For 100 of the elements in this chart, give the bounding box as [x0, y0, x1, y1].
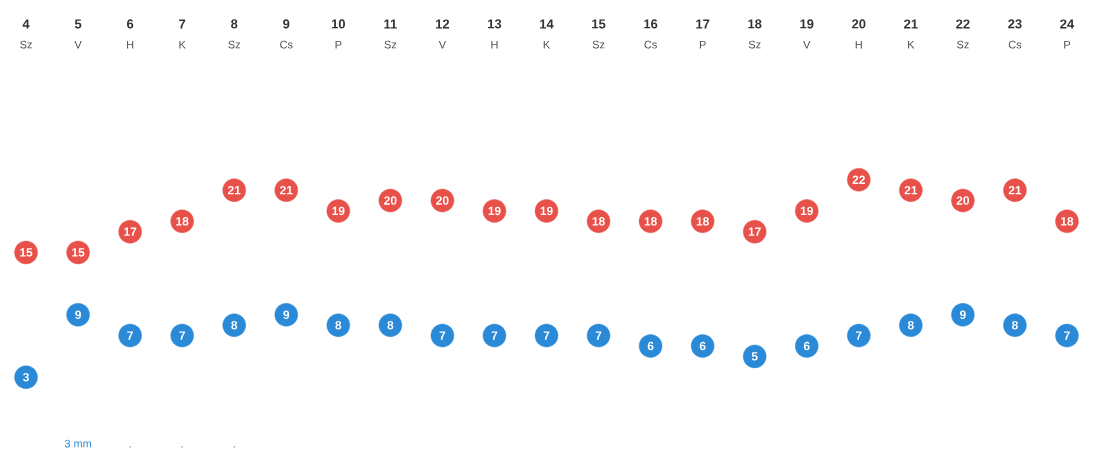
point — [14, 365, 38, 389]
x-tick-label: 14 — [540, 19, 554, 29]
x-tick-label: 24 — [1060, 19, 1075, 29]
data-label: 17 — [748, 227, 761, 236]
text: . — [181, 446, 183, 448]
data-label: 21 — [904, 185, 918, 195]
point — [1003, 313, 1027, 337]
x-tick-label: 17 — [696, 19, 710, 29]
data-label: 7 — [595, 331, 602, 340]
text: Cs — [1008, 40, 1022, 49]
data-label: 7 — [491, 331, 498, 340]
data-label: 15 — [20, 248, 33, 257]
point — [847, 323, 871, 348]
data-label: 18 — [1061, 217, 1074, 226]
x-tick-label: 13 — [488, 19, 502, 29]
point — [222, 313, 246, 337]
data-label: 19 — [800, 206, 813, 216]
data-label: 6 — [803, 341, 810, 351]
text: Sz — [228, 40, 241, 49]
x-tick-label: 7 — [179, 19, 186, 29]
data-label: 7 — [127, 331, 133, 340]
data-label: 21 — [1008, 185, 1022, 195]
point — [1055, 323, 1079, 348]
data-label: 18 — [644, 217, 657, 226]
text: H — [127, 40, 134, 49]
text: Sz — [748, 40, 761, 49]
data-label: 21 — [228, 185, 241, 195]
data-label: 8 — [335, 320, 342, 330]
x-tick-label: 6 — [127, 19, 134, 29]
text: H — [491, 40, 498, 49]
text: Sz — [592, 40, 605, 49]
data-label: 3 — [23, 372, 29, 382]
point — [66, 303, 90, 327]
text: 3 mm — [64, 439, 92, 448]
data-label: 20 — [436, 196, 449, 205]
data-label: 19 — [488, 206, 501, 216]
x-tick-label: 10 — [331, 19, 345, 29]
point — [170, 323, 194, 348]
text: V — [438, 40, 447, 49]
data-label: 19 — [332, 206, 345, 216]
data-label: 9 — [283, 310, 290, 320]
x-tick-label: 18 — [748, 19, 762, 29]
data-label: 22 — [852, 175, 865, 184]
data-label: 8 — [907, 320, 914, 330]
data-label: 8 — [231, 320, 238, 330]
x-tick-label: 8 — [231, 19, 238, 29]
text: . — [233, 446, 235, 448]
text: Cs — [280, 40, 293, 49]
x-tick-label: 12 — [436, 19, 450, 29]
point — [951, 303, 975, 327]
data-label: 18 — [592, 217, 605, 226]
x-tick-label: 19 — [800, 19, 814, 29]
x-tick-label: 16 — [644, 19, 658, 29]
x-tick-label: 22 — [956, 19, 970, 29]
point — [118, 323, 142, 348]
data-label: 7 — [439, 331, 446, 340]
text: H — [855, 40, 862, 49]
x-tick-label: 21 — [904, 19, 918, 29]
text: K — [179, 40, 186, 49]
point — [274, 303, 298, 327]
text: Sz — [20, 40, 32, 49]
x-tick-label: 15 — [592, 19, 606, 29]
data-label: 17 — [124, 227, 137, 236]
data-label: 8 — [387, 320, 394, 330]
x-tick-label: 20 — [852, 19, 866, 29]
point — [899, 313, 923, 337]
data-label: 9 — [959, 310, 966, 320]
text: P — [699, 40, 706, 49]
data-label: 9 — [75, 310, 81, 320]
data-label: 19 — [540, 206, 553, 216]
text: P — [335, 40, 342, 49]
x-tick-label: 9 — [283, 19, 290, 29]
data-label: 7 — [543, 331, 550, 340]
data-label: 7 — [855, 331, 862, 340]
data-label: 6 — [647, 341, 654, 351]
x-tick-label: 5 — [74, 19, 82, 29]
data-label: 6 — [699, 341, 706, 351]
data-label: 5 — [751, 352, 758, 361]
data-label: 20 — [956, 196, 970, 205]
text: Sz — [956, 40, 969, 49]
text: K — [543, 40, 551, 49]
text: P — [1064, 40, 1071, 49]
text: K — [908, 40, 915, 49]
point — [742, 344, 767, 369]
x-tick-label: 23 — [1008, 19, 1022, 29]
text: . — [129, 446, 131, 448]
data-label: 7 — [1064, 331, 1070, 340]
text: Sz — [384, 40, 397, 49]
text: Cs — [644, 40, 657, 49]
data-label: 8 — [1011, 320, 1018, 330]
data-label: 18 — [696, 217, 709, 226]
data-label: 21 — [280, 185, 293, 195]
data-label: 20 — [384, 196, 397, 205]
x-tick-label: 4 — [22, 19, 30, 29]
text: V — [74, 40, 82, 49]
data-label: 15 — [72, 248, 85, 257]
x-tick-label: 11 — [384, 19, 397, 29]
data-label: 7 — [179, 331, 185, 340]
text: V — [803, 40, 811, 49]
data-label: 18 — [176, 217, 189, 226]
